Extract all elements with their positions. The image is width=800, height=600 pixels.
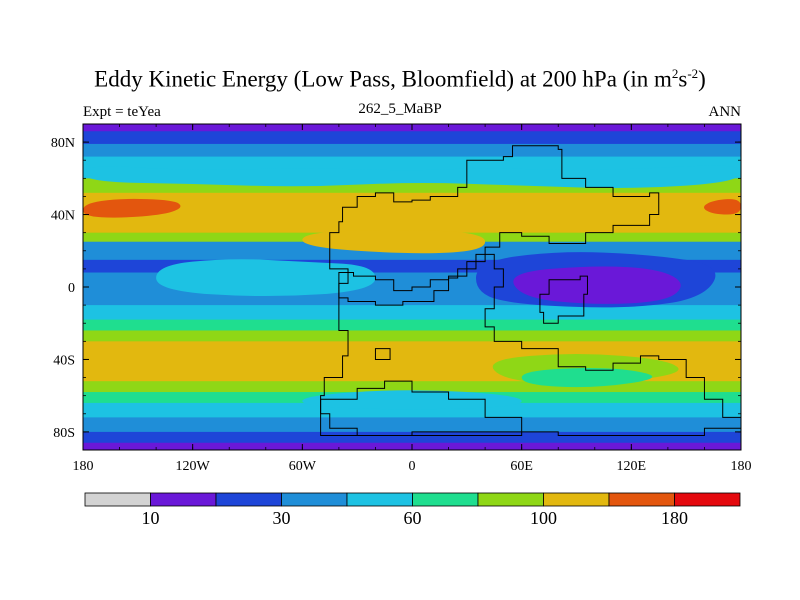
y-tick-label: 0 bbox=[68, 281, 75, 296]
contour-band-17 bbox=[83, 417, 741, 433]
colorbar: 10 30 60 100 180 bbox=[84, 492, 741, 528]
colorbar-box bbox=[281, 492, 348, 507]
x-tick-label: 120W bbox=[176, 459, 211, 474]
colorbar-label: 60 bbox=[404, 508, 422, 528]
colorbar-box bbox=[84, 492, 151, 507]
x-tick-label: 0 bbox=[409, 459, 416, 474]
continent-antarctica-west bbox=[320, 380, 523, 437]
x-axis: 180 120W 60W 0 60E 120E 180 bbox=[73, 124, 752, 474]
x-tick-label: 60E bbox=[510, 459, 533, 474]
contour-polar-cyan-north bbox=[83, 165, 741, 188]
contour-tropical-yellow-atlantic bbox=[302, 229, 486, 254]
colorbar-box bbox=[608, 492, 675, 507]
colorbar-box bbox=[346, 492, 413, 507]
y-axis: 80N 40N 0 40S 80S bbox=[51, 136, 741, 441]
continent-small-island bbox=[374, 348, 391, 360]
contour-band-2 bbox=[83, 143, 741, 158]
colorbar-box bbox=[477, 492, 544, 507]
colorbar-label: 100 bbox=[530, 508, 557, 528]
continent-outlines bbox=[320, 145, 741, 437]
y-tick-label: 80S bbox=[53, 426, 75, 441]
continent-gondwana-west bbox=[320, 253, 741, 437]
colorbar-box bbox=[215, 492, 282, 507]
contour-band-11 bbox=[83, 319, 741, 332]
colorbar-box bbox=[674, 492, 741, 507]
contour-band-10 bbox=[83, 305, 741, 321]
continent-india-block bbox=[539, 275, 588, 324]
y-tick-label: 40S bbox=[53, 353, 75, 368]
experiment-label: Expt = teYea bbox=[83, 104, 161, 120]
contour-equatorial-cyan-east-pacific bbox=[156, 259, 376, 297]
x-tick-label: 120E bbox=[617, 459, 647, 474]
x-tick-label: 180 bbox=[731, 459, 752, 474]
continent-laurasia bbox=[329, 145, 660, 306]
contour-blobs bbox=[83, 165, 741, 410]
chart-title: Eddy Kinetic Energy (Low Pass, Bloomfiel… bbox=[94, 66, 706, 92]
contour-band-16 bbox=[83, 402, 741, 418]
contour-band-12 bbox=[83, 330, 741, 342]
colorbar-label: 30 bbox=[273, 508, 291, 528]
x-tick-label: 180 bbox=[73, 459, 94, 474]
season-label: ANN bbox=[708, 104, 742, 120]
contour-north-pacific-jet-max bbox=[83, 198, 181, 218]
colorbar-box bbox=[543, 492, 610, 507]
colorbar-box bbox=[412, 492, 479, 507]
colorbar-label: 10 bbox=[142, 508, 160, 528]
y-tick-label: 80N bbox=[51, 136, 75, 151]
contour-band-18 bbox=[83, 431, 741, 444]
chart-subtitle: 262_5_MaBP bbox=[358, 101, 442, 117]
contour-band-5 bbox=[83, 192, 741, 234]
contour-dateline-east-jet-max bbox=[703, 199, 741, 215]
colorbar-label: 180 bbox=[661, 508, 688, 528]
x-tick-label: 60W bbox=[289, 459, 317, 474]
contour-south-cyan-indian bbox=[521, 368, 653, 388]
contour-indian-ocean-purple bbox=[513, 266, 681, 304]
colorbar-box bbox=[150, 492, 217, 507]
contour-band-1 bbox=[83, 131, 741, 145]
y-tick-label: 40N bbox=[51, 209, 75, 224]
